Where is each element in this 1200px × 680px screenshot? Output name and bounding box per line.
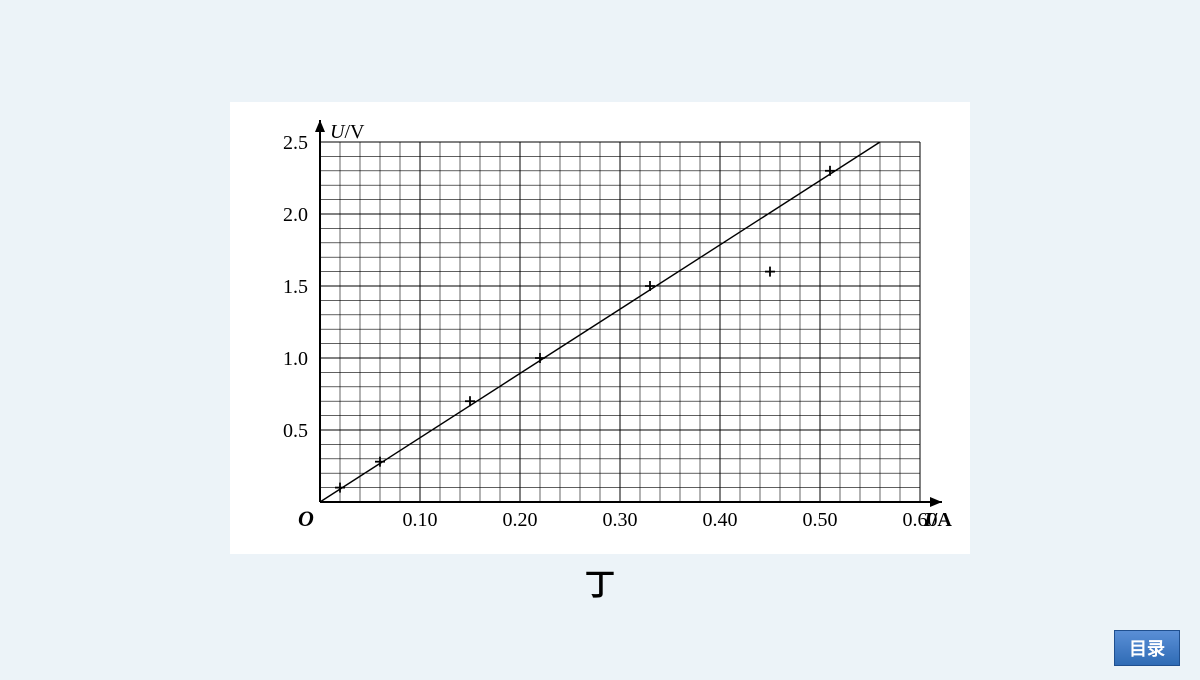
svg-text:2.0: 2.0 xyxy=(283,204,308,226)
svg-text:U/V: U/V xyxy=(330,121,365,143)
svg-text:2.5: 2.5 xyxy=(283,132,308,154)
svg-text:0.40: 0.40 xyxy=(703,509,738,531)
svg-text:0.50: 0.50 xyxy=(803,509,838,531)
figure-caption: 丁 xyxy=(0,560,1200,604)
svg-text:0.10: 0.10 xyxy=(403,509,438,531)
svg-text:0.30: 0.30 xyxy=(603,509,638,531)
svg-text:O: O xyxy=(298,506,314,531)
toc-button[interactable]: 目录 xyxy=(1114,630,1180,666)
svg-text:1.0: 1.0 xyxy=(283,348,308,370)
svg-text:0.5: 0.5 xyxy=(283,420,308,442)
svg-text:I/A: I/A xyxy=(923,509,952,531)
uv-chart: 0.100.200.300.400.500.600.51.01.52.02.5O… xyxy=(230,102,970,554)
svg-text:0.20: 0.20 xyxy=(503,509,538,531)
chart-panel: 0.100.200.300.400.500.600.51.01.52.02.5O… xyxy=(230,102,970,554)
svg-text:1.5: 1.5 xyxy=(283,276,308,298)
